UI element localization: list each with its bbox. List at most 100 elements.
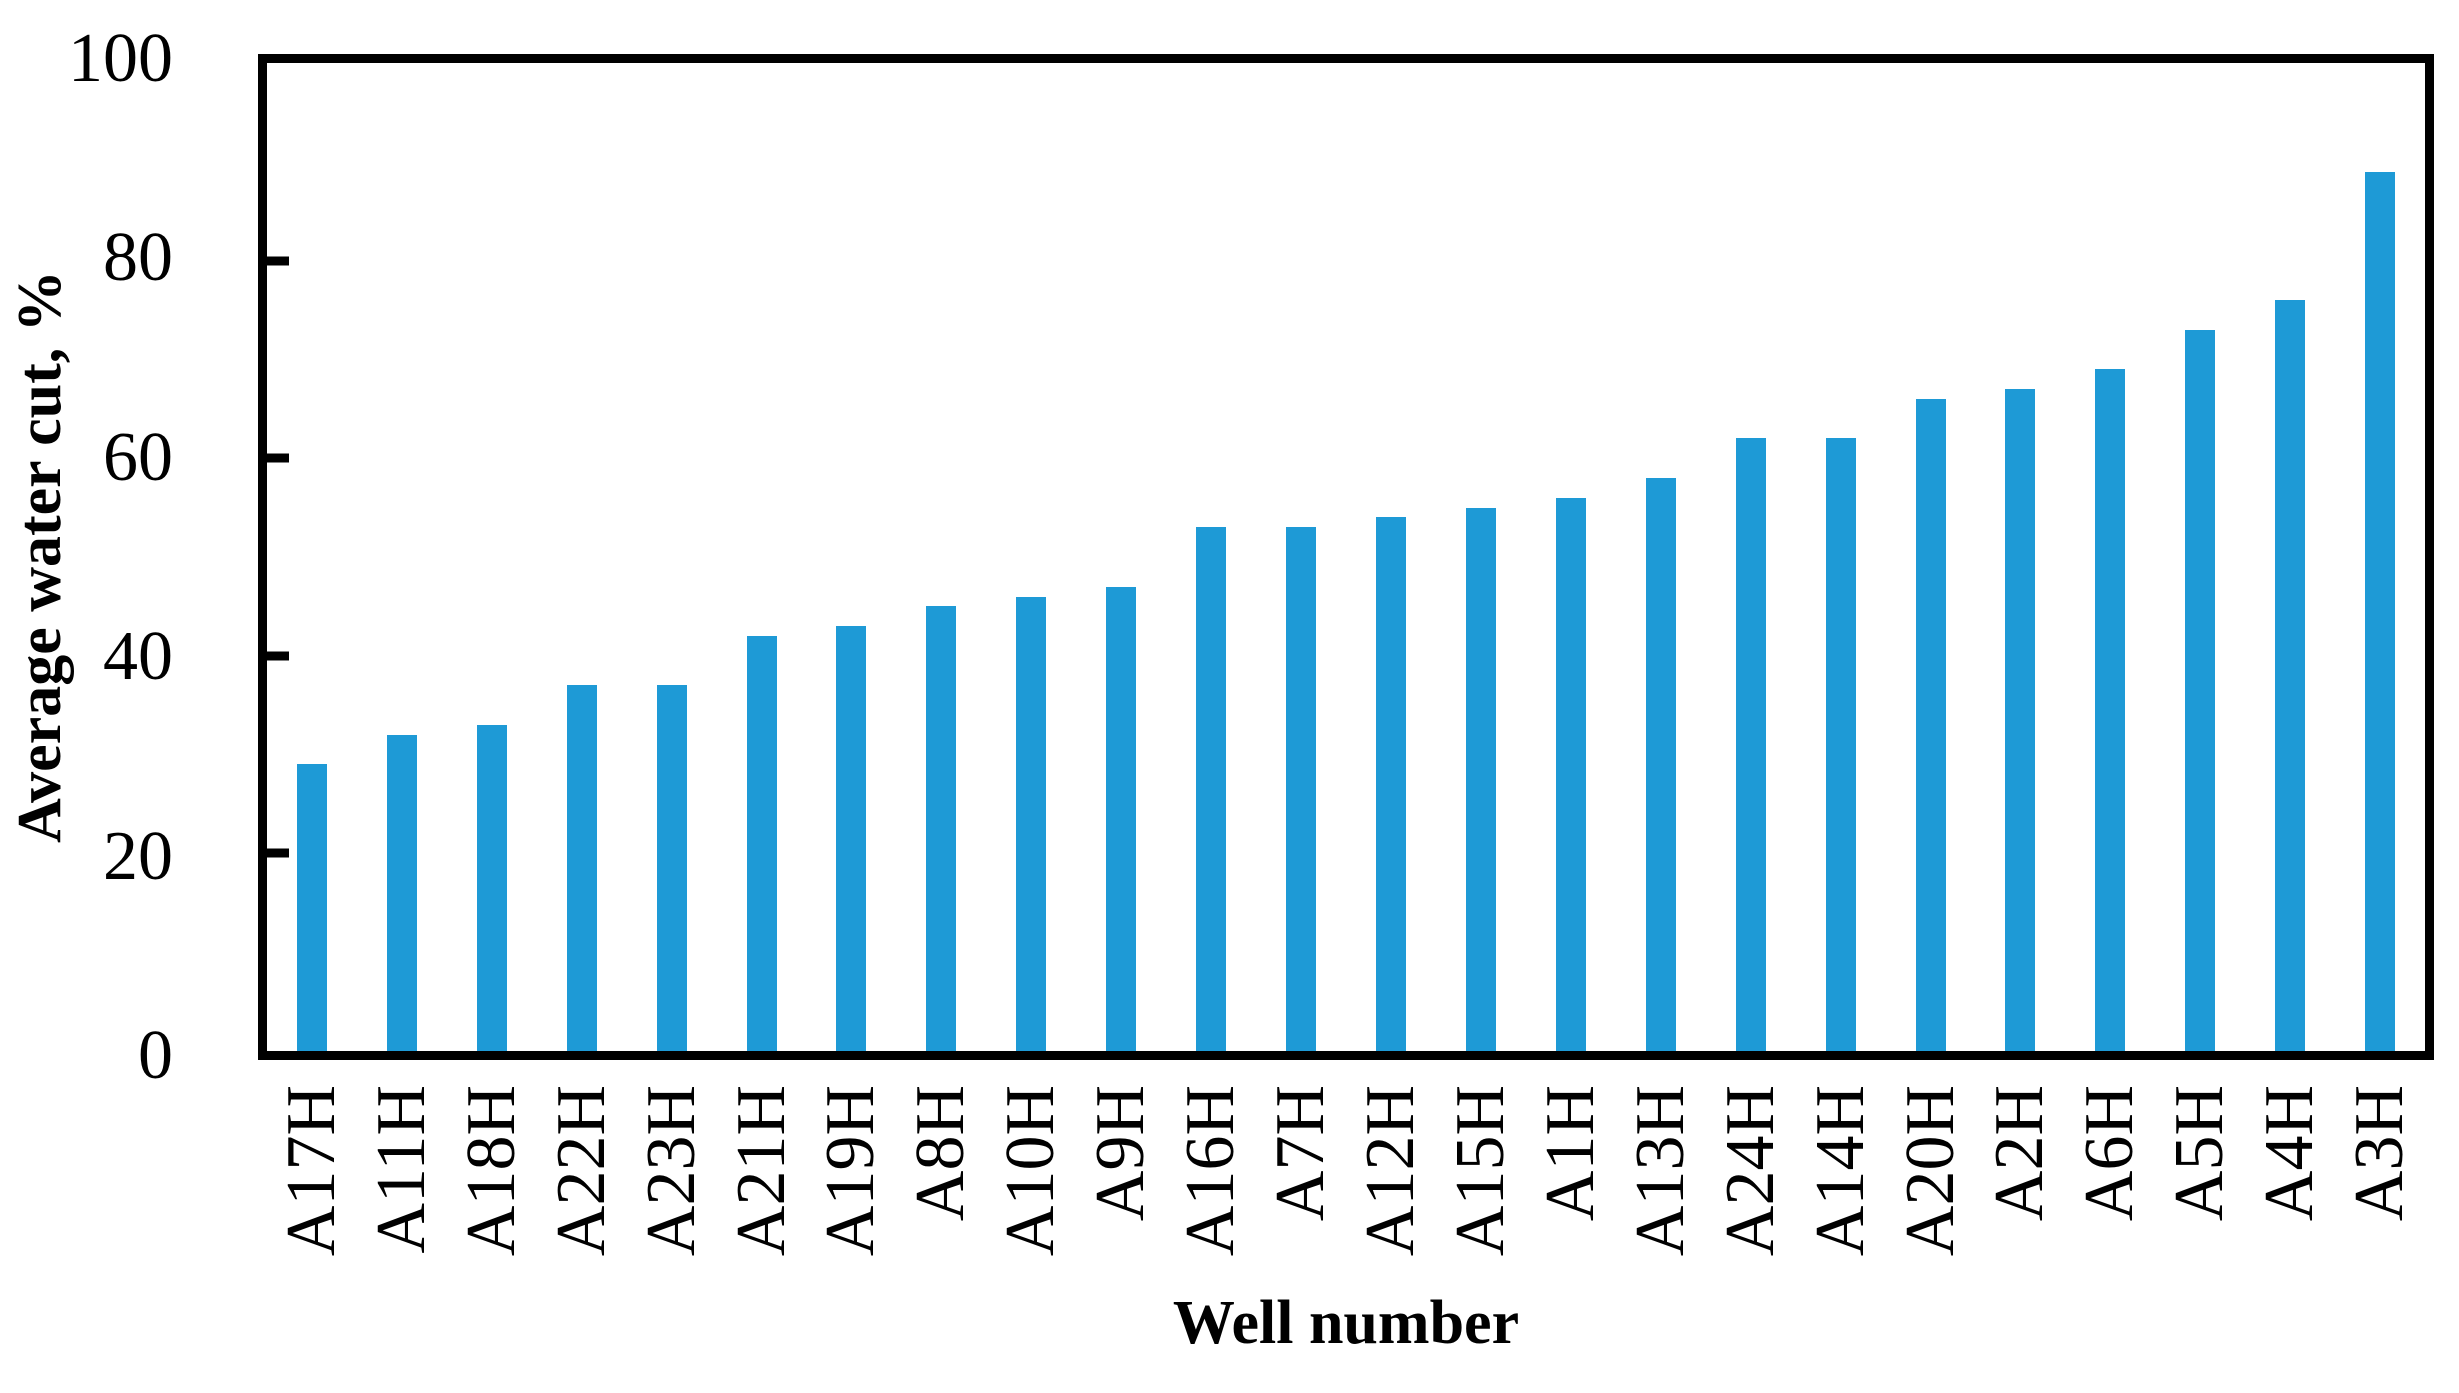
bar-a21h [746, 636, 777, 1051]
y-tick-mark [267, 256, 289, 266]
y-tick-label: 60 [103, 418, 173, 496]
bar-slot [447, 63, 537, 1051]
x-tick-label: A11H [362, 1085, 440, 1254]
bar-a9h [1106, 586, 1137, 1051]
x-tick-label: A22H [542, 1085, 620, 1257]
bar-slot [1976, 63, 2066, 1051]
bar-slot [627, 63, 717, 1051]
bar-slot [2245, 63, 2335, 1051]
bar-slot [807, 63, 897, 1051]
x-tick-cell: A3H [2335, 1085, 2425, 1221]
bar-a5h [2185, 329, 2216, 1051]
x-tick-label: A8H [902, 1085, 980, 1222]
x-tick-cell: A1H [1526, 1085, 1616, 1221]
x-tick-label: A14H [1801, 1085, 1879, 1257]
bar-a22h [566, 685, 597, 1051]
x-tick-cell: A21H [717, 1085, 807, 1256]
x-tick-cell: A4H [2245, 1085, 2335, 1221]
bar-slot [537, 63, 627, 1051]
x-tick-cell: A11H [357, 1085, 447, 1254]
x-tick-label: A18H [452, 1085, 530, 1257]
bar-slot [357, 63, 447, 1051]
bar-series [267, 63, 2425, 1051]
bar-slot [1616, 63, 1706, 1051]
bar-a4h [2275, 300, 2306, 1051]
bar-a11h [386, 734, 417, 1051]
bar-slot [1706, 63, 1796, 1051]
x-tick-label: A24H [1711, 1085, 1789, 1257]
x-tick-cell: A20H [1886, 1085, 1976, 1256]
bar-slot [1076, 63, 1166, 1051]
x-tick-cell: A19H [807, 1085, 897, 1256]
x-tick-label: A1H [1531, 1085, 1609, 1222]
bar-a24h [1735, 438, 1766, 1051]
x-tick-cell: A14H [1796, 1085, 1886, 1256]
x-tick-label: A6H [2071, 1085, 2149, 1222]
x-tick-cell: A17H [267, 1085, 357, 1256]
bar-slot [1526, 63, 1616, 1051]
y-tick-label: 100 [68, 20, 173, 97]
x-tick-label: A21H [722, 1085, 800, 1257]
x-tick-label: A23H [632, 1085, 710, 1257]
bar-a13h [1645, 477, 1676, 1051]
bar-a14h [1825, 438, 1856, 1051]
y-tick-label: 80 [103, 219, 173, 297]
y-tick-mark [267, 453, 289, 463]
bar-a8h [926, 606, 957, 1051]
x-tick-cell: A15H [1436, 1085, 1526, 1256]
x-tick-cell: A18H [447, 1085, 537, 1256]
x-tick-label: A13H [1621, 1085, 1699, 1257]
x-tick-cell: A8H [896, 1085, 986, 1221]
bar-a20h [1915, 398, 1946, 1051]
x-tick-label: A9H [1082, 1085, 1160, 1222]
x-axis-title: Well number [1172, 1289, 1520, 1357]
bar-slot [1796, 63, 1886, 1051]
x-tick-cell: A16H [1166, 1085, 1256, 1256]
bar-slot [986, 63, 1076, 1051]
y-tick-label: 20 [103, 817, 173, 895]
bar-slot [1256, 63, 1346, 1051]
x-tick-cell: A10H [986, 1085, 1076, 1256]
x-tick-label: A19H [812, 1085, 890, 1257]
y-tick-mark [267, 848, 289, 858]
x-tick-cell: A23H [627, 1085, 717, 1256]
x-tick-label: A12H [1352, 1085, 1430, 1257]
bar-a16h [1196, 527, 1227, 1051]
x-tick-label: A4H [2251, 1085, 2329, 1222]
bar-a2h [2005, 389, 2036, 1051]
x-tick-label: A20H [1891, 1085, 1969, 1257]
bar-slot [896, 63, 986, 1051]
x-axis-tick-labels: A17H A11H A18H A22H A23H A21H A19H A8H A10H A9H A1… [267, 1085, 2425, 1285]
bar-a17h [296, 764, 327, 1051]
bar-a12h [1376, 517, 1407, 1051]
plot-area [258, 54, 2434, 1060]
y-tick-label: 40 [103, 618, 173, 696]
x-tick-cell: A9H [1076, 1085, 1166, 1221]
x-tick-label: A3H [2341, 1085, 2419, 1222]
x-tick-cell: A7H [1256, 1085, 1346, 1221]
x-tick-cell: A5H [2155, 1085, 2245, 1221]
bar-slot [1166, 63, 1256, 1051]
x-tick-label: A16H [1172, 1085, 1250, 1257]
bar-a19h [836, 626, 867, 1051]
x-tick-label: A5H [2161, 1085, 2239, 1222]
x-tick-cell: A2H [1976, 1085, 2066, 1221]
bar-slot [2065, 63, 2155, 1051]
bar-a6h [2095, 369, 2126, 1051]
bar-a1h [1555, 497, 1586, 1051]
x-tick-cell: A12H [1346, 1085, 1436, 1256]
x-tick-cell: A13H [1616, 1085, 1706, 1256]
x-tick-label: A7H [1262, 1085, 1340, 1222]
x-tick-label: A10H [992, 1085, 1070, 1257]
bar-slot [717, 63, 807, 1051]
x-tick-cell: A22H [537, 1085, 627, 1256]
y-tick-mark [267, 651, 289, 661]
bar-slot [2155, 63, 2245, 1051]
x-tick-label: A17H [272, 1085, 350, 1257]
bar-a18h [476, 724, 507, 1051]
bar-a7h [1286, 527, 1317, 1051]
bar-slot [1346, 63, 1436, 1051]
x-tick-cell: A24H [1706, 1085, 1796, 1256]
bar-slot [1436, 63, 1526, 1051]
y-axis-tick-labels: 0 20 40 60 80 100 [0, 24, 173, 1091]
